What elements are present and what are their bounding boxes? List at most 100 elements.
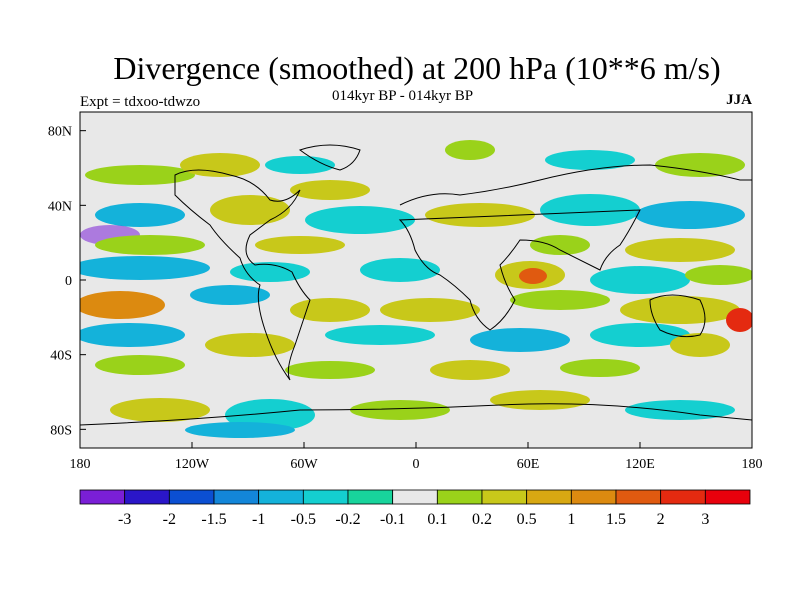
x-tick-label: 120E bbox=[625, 457, 655, 472]
colorbar-label: 0.1 bbox=[427, 511, 447, 528]
y-axis: 80N 40N 0 40S 80S bbox=[48, 125, 86, 438]
field-blob bbox=[490, 390, 590, 410]
field-blob bbox=[590, 323, 690, 347]
colorbar-label: 2 bbox=[657, 511, 665, 528]
field-blob bbox=[80, 256, 210, 280]
x-tick-label: 120W bbox=[175, 457, 210, 472]
colorbar-label: -0.5 bbox=[291, 511, 316, 528]
field-blob bbox=[625, 238, 735, 262]
field-blob bbox=[290, 298, 370, 322]
field-blob bbox=[380, 298, 480, 322]
season-label: JJA bbox=[726, 92, 752, 108]
colorbar-swatch bbox=[124, 489, 170, 505]
x-tick-label: 0 bbox=[413, 457, 420, 472]
field-blob bbox=[190, 285, 270, 305]
australia-outline bbox=[649, 294, 706, 338]
colorbar-label: -1 bbox=[252, 511, 265, 528]
colorbar-label: 0.2 bbox=[472, 511, 492, 528]
field-blob bbox=[670, 333, 730, 357]
y-tick-label: 40N bbox=[48, 199, 72, 214]
field-blob bbox=[80, 291, 165, 319]
colorbar-label: 0.5 bbox=[517, 511, 537, 528]
colorbar-swatch bbox=[168, 489, 215, 505]
colorbar-swatch bbox=[213, 489, 260, 505]
field-blob bbox=[425, 203, 535, 227]
field-blob bbox=[80, 323, 185, 347]
colorbar-swatch bbox=[615, 489, 662, 505]
colorbar-swatch bbox=[481, 489, 528, 505]
field-blob bbox=[519, 268, 547, 284]
field-blob bbox=[210, 195, 290, 225]
field-blob bbox=[95, 355, 185, 375]
colorbar-swatch bbox=[302, 489, 349, 505]
field-blob bbox=[110, 398, 210, 422]
field-blob bbox=[655, 153, 745, 177]
y-tick-label: 0 bbox=[65, 274, 72, 289]
colorbar-swatch bbox=[436, 489, 483, 505]
x-tick-label: 60E bbox=[517, 457, 540, 472]
field-blob bbox=[625, 400, 735, 420]
field-blob bbox=[430, 360, 510, 380]
field-blob bbox=[620, 296, 740, 324]
colorbar-swatch bbox=[526, 489, 572, 505]
colorbar-swatch bbox=[570, 489, 617, 505]
field-blob bbox=[545, 150, 635, 170]
x-tick-label: 60W bbox=[290, 457, 318, 472]
colorbar-swatch bbox=[258, 489, 304, 505]
field-blob bbox=[470, 328, 570, 352]
field-blob bbox=[325, 325, 435, 345]
field-blob bbox=[560, 359, 640, 377]
field-blob bbox=[530, 235, 590, 255]
field-blob bbox=[255, 236, 345, 254]
greenland-outline bbox=[298, 144, 361, 171]
colorbar-swatch bbox=[79, 489, 126, 505]
field-blob bbox=[540, 194, 640, 226]
field-blob bbox=[95, 235, 205, 255]
field-blob bbox=[185, 422, 295, 438]
colorbar-label: -2 bbox=[163, 511, 176, 528]
colorbar-label: -0.2 bbox=[335, 511, 360, 528]
plot-title: Divergence (smoothed) at 200 hPa (10**6 … bbox=[113, 50, 721, 86]
colorbar-label: -0.1 bbox=[380, 511, 405, 528]
antarctica-outline bbox=[80, 403, 752, 426]
x-axis: 180 120W 60W 0 60E 120E 180 bbox=[70, 442, 763, 472]
colorbar-swatch bbox=[392, 489, 438, 505]
colorbar-label: -1.5 bbox=[201, 511, 226, 528]
field-blob bbox=[85, 165, 195, 185]
field-blob bbox=[350, 400, 450, 420]
field-blob bbox=[590, 266, 690, 294]
colorbar-label: 1 bbox=[567, 511, 575, 528]
plot-subtitle: 014kyr BP - 014kyr BP bbox=[332, 88, 474, 104]
experiment-label: Expt = tdxoo-tdwzo bbox=[80, 94, 201, 110]
field-blob bbox=[635, 201, 745, 229]
x-tick-label: 180 bbox=[742, 457, 763, 472]
field-blob bbox=[726, 308, 752, 332]
field-blob bbox=[95, 203, 185, 227]
coastlines bbox=[80, 144, 752, 426]
field-blob bbox=[265, 156, 335, 174]
field-blob bbox=[290, 180, 370, 200]
colorbar-label: 3 bbox=[701, 511, 709, 528]
field-blob bbox=[445, 140, 495, 160]
field-blob bbox=[685, 265, 752, 285]
y-tick-label: 40S bbox=[50, 349, 72, 364]
colorbar-swatch bbox=[704, 489, 751, 505]
field-blob bbox=[360, 258, 440, 282]
field-blob bbox=[285, 361, 375, 379]
colorbar: -3 -2 -1.5 -1 -0.5 -0.2 -0.1 0.1 0.2 0.5 1 1.5 2 3 bbox=[79, 489, 751, 528]
americas-outline bbox=[174, 169, 311, 381]
y-tick-label: 80S bbox=[50, 423, 72, 438]
field-blob bbox=[205, 333, 295, 357]
field-blob bbox=[305, 206, 415, 234]
divergence-field bbox=[80, 140, 752, 438]
eurasia-africa-outline bbox=[398, 164, 752, 331]
colorbar-swatch bbox=[660, 489, 706, 505]
colorbar-swatch bbox=[347, 489, 394, 505]
field-blob bbox=[510, 290, 610, 310]
colorbar-label: 1.5 bbox=[606, 511, 626, 528]
field-blob bbox=[180, 153, 260, 177]
colorbar-label: -3 bbox=[118, 511, 131, 528]
y-tick-label: 80N bbox=[48, 125, 72, 140]
x-tick-label: 180 bbox=[70, 457, 91, 472]
